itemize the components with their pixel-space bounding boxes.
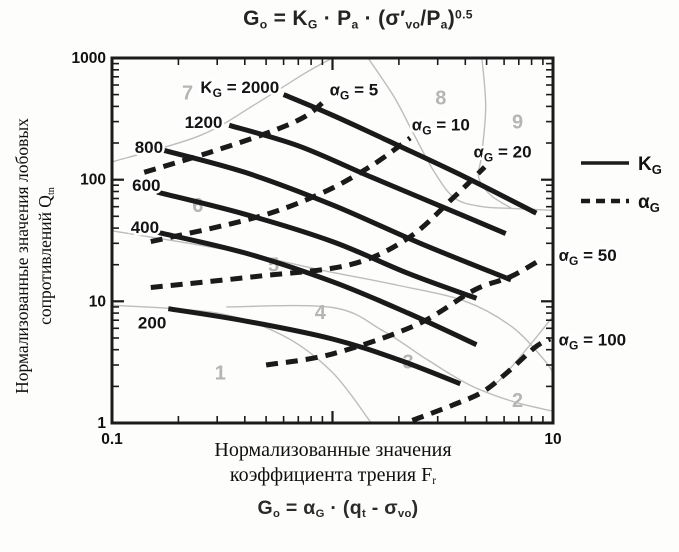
curve-label-KG-800: 800	[135, 138, 163, 157]
zone-boundary-zone5-6-arc	[111, 230, 554, 373]
y-tick-label-1000: 1000	[72, 50, 106, 67]
curve-label-KG-400: 400	[131, 218, 159, 237]
zone-boundary-zone2-9	[486, 316, 554, 392]
curve-label-KG-1200: 1200	[185, 113, 223, 132]
x-tick-label-0.1: 0.1	[101, 431, 123, 448]
curve-KG-1200	[228, 122, 507, 236]
formula-go-alpha: Go = αG · (qt - σvo)	[257, 497, 419, 521]
zone-boundary-zone2-upper	[226, 304, 554, 412]
formula-go-kg: Go = KG · Pa · (σ′vo/Pa)0.5	[243, 7, 473, 32]
y-tick-label-10: 10	[89, 293, 106, 310]
curve-label-aG-100: αG = 100	[559, 331, 627, 353]
zone-label-7: 7	[182, 83, 193, 105]
y-tick-label-100: 100	[80, 172, 106, 189]
curve-label-aG-50: αG = 50	[559, 246, 617, 268]
curve-label-aG-5: αG = 5	[330, 81, 379, 103]
curve-aG-10	[150, 135, 412, 245]
x-axis-title: Нормализованные значения коэффициента тре…	[214, 439, 452, 488]
curve-label-KG-600: 600	[132, 176, 160, 195]
contour-curves	[143, 92, 552, 423]
curve-KG-600	[156, 189, 478, 301]
y-tick-label-1: 1	[97, 415, 106, 432]
zone-label-1: 1	[215, 363, 226, 385]
zone-label-6: 6	[192, 195, 203, 217]
curve-aG-50	[265, 256, 545, 368]
curve-KG-200	[167, 306, 462, 387]
curve-aG-100	[411, 336, 552, 423]
curve-label-KG-200: 200	[138, 314, 166, 333]
zone-label-4: 4	[315, 302, 327, 324]
zone-label-2: 2	[512, 390, 523, 412]
curve-label-aG-20: αG = 20	[473, 143, 531, 165]
tick-labels: 0.1 10 1 10 100 1000	[72, 50, 562, 448]
curve-KG-800	[162, 147, 512, 283]
curve-label-aG-10: αG = 10	[412, 115, 470, 137]
legend-label-α: αG	[638, 192, 660, 215]
curve-label-KG-2000: KG = 2000	[200, 78, 279, 100]
zone-boundary-zone7-upper	[111, 57, 333, 163]
zone-label-8: 8	[435, 87, 446, 109]
legend: KG αG	[581, 154, 662, 215]
zone-label-9: 9	[512, 112, 523, 134]
zone-boundary-zone8-9	[477, 57, 513, 209]
legend-label-K: KG	[638, 154, 662, 177]
axis-ticks	[110, 56, 555, 425]
zone-boundary-zone8-left	[367, 57, 512, 210]
curve-aG-20	[150, 165, 487, 290]
zone-label-5: 5	[268, 255, 279, 277]
curve-aG-5	[143, 95, 330, 175]
x-tick-label-10: 10	[544, 431, 561, 448]
